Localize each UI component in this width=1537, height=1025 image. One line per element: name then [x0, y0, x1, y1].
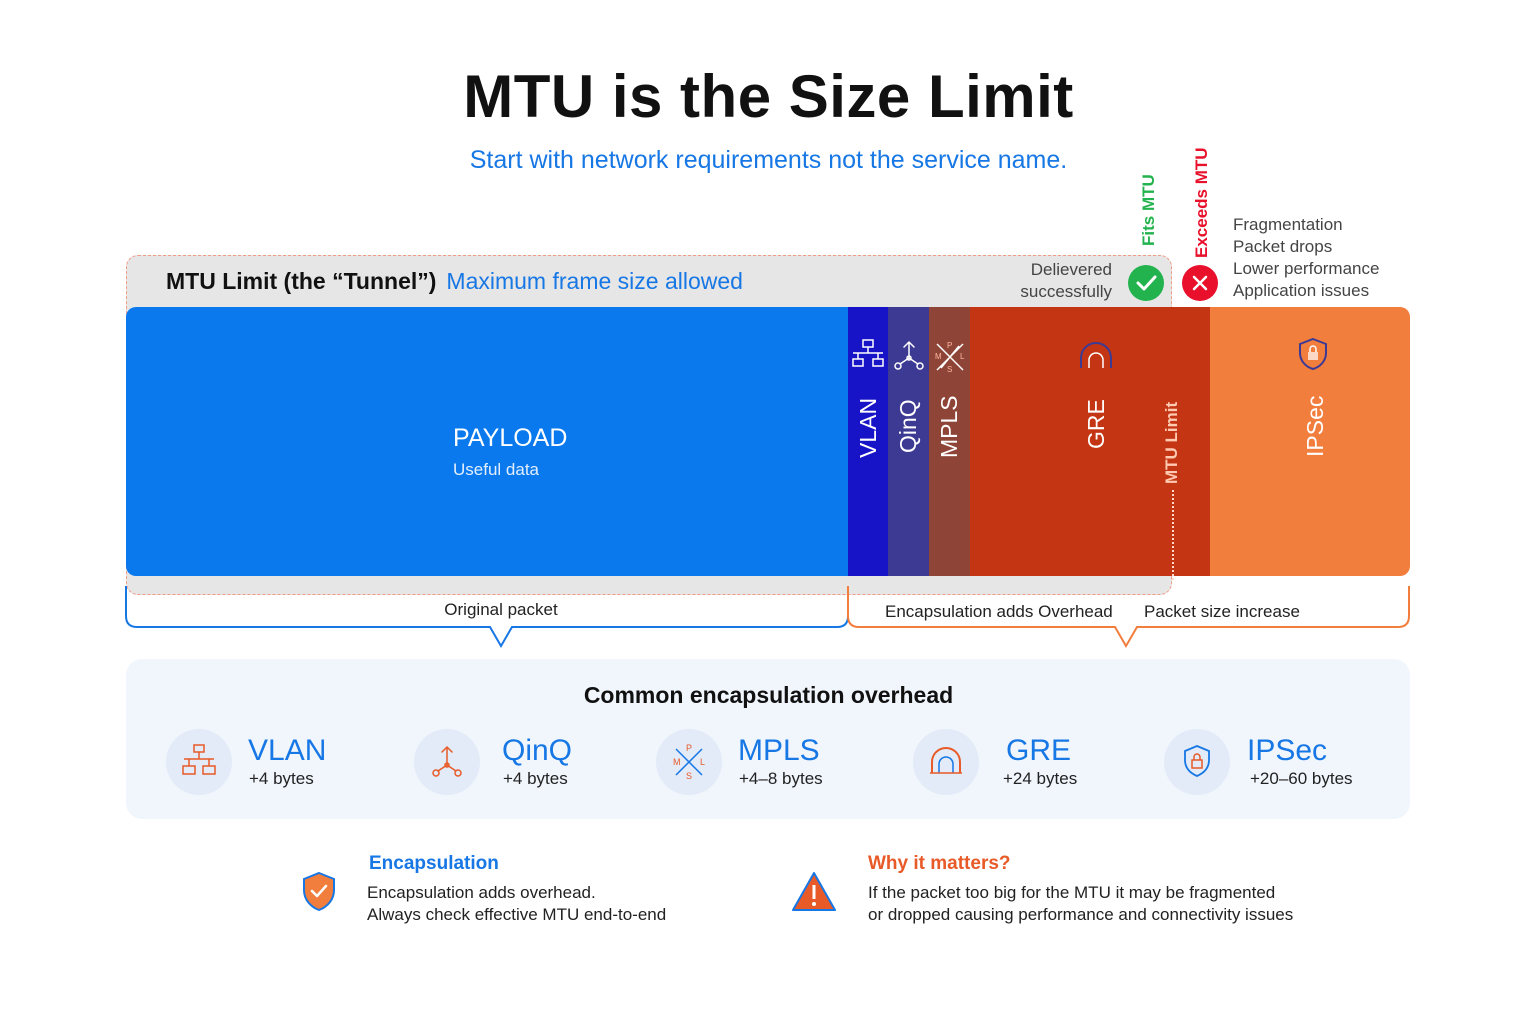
- check-icon: [1128, 265, 1164, 301]
- tunnel-title: MTU Limit (the “Tunnel”) Maximum frame si…: [166, 268, 743, 295]
- tunnel-icon: [1080, 342, 1112, 368]
- qinq-icon-circle: [414, 729, 480, 795]
- overhead-bytes: +24 bytes: [1003, 769, 1078, 788]
- overhead-name: QinQ: [502, 734, 573, 767]
- overhead-bytes: +4 bytes: [249, 769, 314, 788]
- original-packet-label: Original packet: [444, 600, 558, 619]
- tunnel-title-text: MTU Limit (the “Tunnel”): [166, 268, 437, 294]
- ipsec-icon-circle: [1164, 729, 1230, 795]
- delivered-line-1: Delievered: [1030, 260, 1112, 279]
- qinq-segment-label: QinQ: [895, 399, 921, 453]
- overhead-name: VLAN: [248, 734, 327, 767]
- why-note-line: or dropped causing performance and conne…: [868, 905, 1294, 924]
- tunnel-subtitle: Maximum frame size allowed: [446, 268, 743, 294]
- svg-text:M: M: [935, 352, 942, 361]
- vlan-icon-circle: [166, 729, 232, 795]
- encapsulation-overhead-label: Encapsulation adds Overhead: [885, 602, 1113, 621]
- overhead-name: IPSec: [1247, 734, 1328, 767]
- svg-text:M: M: [673, 757, 681, 767]
- svg-text:P: P: [686, 743, 692, 753]
- why-note-line: If the packet too big for the MTU it may…: [868, 883, 1276, 902]
- mtu-limit-line: [1172, 490, 1174, 580]
- consequence-item: Application issues: [1233, 281, 1370, 300]
- page-title: MTU is the Size Limit: [463, 63, 1074, 130]
- encapsulation-note-line: Encapsulation adds overhead.: [367, 883, 596, 902]
- overhead-name: MPLS: [738, 734, 820, 767]
- payload-label: PAYLOAD: [453, 424, 568, 452]
- mpls-segment: [929, 307, 970, 576]
- gre-icon-circle: [913, 729, 979, 795]
- overhead-name: GRE: [1006, 734, 1072, 767]
- fits-mtu-label: Fits MTU: [1139, 174, 1158, 246]
- encapsulation-note-line: Always check effective MTU end-to-end: [367, 905, 667, 924]
- consequence-item: Fragmentation: [1233, 215, 1343, 234]
- consequences-list: Fragmentation Packet drops Lower perform…: [1233, 214, 1379, 302]
- original-packet-brace: [125, 586, 849, 648]
- mpls-cross-icon: PM LS: [673, 743, 705, 781]
- gre-segment: [970, 307, 1210, 576]
- tunnel-icon: [930, 747, 962, 774]
- shield-lock-icon: [1184, 745, 1210, 777]
- encapsulation-note-title: Encapsulation: [369, 853, 499, 874]
- shield-lock-icon: [1299, 337, 1327, 371]
- overhead-bytes: +4 bytes: [503, 769, 568, 788]
- mtu-limit-label: MTU Limit: [1162, 401, 1181, 484]
- network-tree-icon: [852, 339, 884, 367]
- mpls-segment-label: MPLS: [936, 395, 962, 458]
- fork-icon: [432, 745, 462, 777]
- vlan-segment-label: VLAN: [855, 397, 881, 458]
- svg-text:L: L: [960, 352, 965, 361]
- page-subtitle: Start with network requirements not the …: [469, 146, 1068, 174]
- close-icon: [1182, 265, 1218, 301]
- gre-segment-label: GRE: [1083, 399, 1109, 449]
- svg-text:P: P: [947, 341, 952, 350]
- overhead-title: Common encapsulation overhead: [583, 682, 954, 708]
- packet-braces: [125, 586, 1410, 648]
- svg-text:S: S: [686, 771, 692, 781]
- exceeds-mtu-label: Exceeds MTU: [1192, 147, 1211, 258]
- svg-text:S: S: [947, 365, 952, 374]
- fork-icon: [894, 340, 924, 370]
- warning-icon: [792, 872, 836, 911]
- consequence-item: Packet drops: [1233, 237, 1333, 256]
- ipsec-segment-label: IPSec: [1302, 395, 1328, 457]
- packet-size-increase-label: Packet size increase: [1144, 602, 1300, 621]
- mpls-cross-icon: PM LS: [935, 341, 965, 374]
- overhead-bytes: +4–8 bytes: [739, 769, 823, 788]
- payload-sublabel: Useful data: [453, 460, 539, 479]
- payload-segment: [126, 307, 848, 576]
- overhead-bytes: +20–60 bytes: [1250, 769, 1353, 788]
- why-note-body: If the packet too big for the MTU it may…: [868, 882, 1293, 926]
- shield-check-icon: [303, 871, 335, 912]
- overhead-brace: [847, 586, 1410, 648]
- delivered-line-2: successfully: [1020, 282, 1112, 301]
- network-tree-icon: [182, 744, 216, 775]
- why-note-title: Why it matters?: [868, 853, 1011, 874]
- svg-text:L: L: [700, 757, 705, 767]
- encapsulation-note-body: Encapsulation adds overhead. Always chec…: [367, 882, 666, 926]
- consequence-item: Lower performance: [1233, 259, 1380, 278]
- delivered-text: Delievered successfully: [990, 259, 1112, 303]
